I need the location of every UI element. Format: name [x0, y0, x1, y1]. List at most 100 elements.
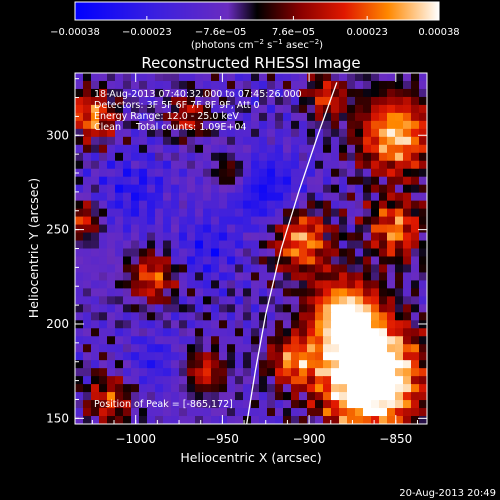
- heatmap-cell: [251, 352, 260, 361]
- heatmap-cell: [195, 200, 204, 210]
- heatmap-cell: [411, 368, 420, 377]
- heatmap-cell: [419, 392, 427, 401]
- heatmap-cell: [243, 304, 252, 313]
- heatmap-cell: [315, 272, 324, 282]
- heatmap-cell: [179, 400, 188, 409]
- heatmap-cell: [371, 256, 380, 266]
- heatmap-cell: [323, 224, 332, 234]
- heatmap-cell: [147, 120, 156, 130]
- heatmap-cell: [403, 336, 412, 345]
- heatmap-cell: [267, 232, 276, 242]
- heatmap-cell: [387, 88, 396, 98]
- heatmap-cell: [275, 88, 284, 98]
- heatmap-cell: [147, 264, 156, 274]
- heatmap-cell: [259, 360, 268, 369]
- heatmap-cell: [75, 368, 84, 377]
- heatmap-cell: [395, 152, 404, 162]
- heatmap-cell: [283, 256, 292, 266]
- heatmap-cell: [363, 352, 372, 361]
- heatmap-cell: [171, 88, 180, 98]
- heatmap-cell: [323, 400, 332, 409]
- heatmap-cell: [211, 216, 220, 226]
- heatmap-cell: [91, 400, 100, 409]
- heatmap-cell: [283, 248, 292, 258]
- heatmap-cell: [339, 376, 348, 385]
- heatmap-cell: [131, 264, 140, 274]
- heatmap-cell: [395, 296, 404, 305]
- heatmap-cell: [243, 288, 252, 297]
- heatmap-cell: [347, 320, 356, 329]
- heatmap-cell: [203, 216, 212, 226]
- heatmap-cell: [323, 80, 332, 90]
- heatmap-cell: [323, 168, 332, 178]
- heatmap-cell: [91, 264, 100, 274]
- heatmap-cell: [179, 128, 188, 138]
- heatmap-cell: [347, 208, 356, 218]
- heatmap-cell: [403, 272, 412, 282]
- heatmap-cell: [355, 240, 364, 250]
- heatmap-cell: [83, 392, 92, 401]
- heatmap-cell: [251, 384, 260, 393]
- heatmap-cell: [139, 416, 148, 424]
- heatmap-cell: [315, 248, 324, 258]
- heatmap-cell: [115, 288, 124, 297]
- heatmap-cell: [379, 272, 388, 282]
- heatmap-cell: [115, 368, 124, 377]
- heatmap-cell: [323, 88, 332, 98]
- heatmap-cell: [243, 296, 252, 305]
- heatmap-cell: [387, 144, 396, 154]
- heatmap-cell: [227, 176, 236, 186]
- heatmap-cell: [331, 336, 340, 345]
- heatmap-cell: [187, 384, 196, 393]
- heatmap-cell: [387, 352, 396, 361]
- heatmap-cell: [267, 104, 276, 114]
- heatmap-cell: [347, 96, 356, 106]
- heatmap-cell: [243, 80, 252, 90]
- heatmap-cell: [107, 192, 116, 202]
- heatmap-cell: [307, 224, 316, 234]
- heatmap-cell: [307, 256, 316, 266]
- heatmap-cell: [139, 168, 148, 178]
- heatmap-cell: [371, 280, 380, 289]
- heatmap-cell: [91, 80, 100, 90]
- colorbar-ticks: −0.00038 −0.00023 −7.6e−05 7.6e−05 0.00023 0.…: [50, 16, 460, 38]
- heatmap-cell: [275, 152, 284, 162]
- heatmap-cell: [315, 152, 324, 162]
- heatmap-cell: [315, 176, 324, 186]
- heatmap-cell: [171, 376, 180, 385]
- heatmap-cell: [171, 192, 180, 202]
- heatmap-cell: [363, 280, 372, 289]
- heatmap-cell: [139, 264, 148, 274]
- heatmap-cell: [235, 296, 244, 305]
- heatmap-cell: [323, 280, 332, 289]
- heatmap-cell: [371, 392, 380, 401]
- heatmap-cell: [363, 208, 372, 218]
- heatmap-cell: [379, 104, 388, 114]
- heatmap-cell: [203, 384, 212, 393]
- heatmap-cell: [291, 360, 300, 369]
- heatmap-cell: [243, 176, 252, 186]
- heatmap-cell: [83, 344, 92, 353]
- heatmap-cell: [83, 120, 92, 130]
- heatmap-cell: [283, 152, 292, 162]
- heatmap-cell: [227, 120, 236, 130]
- heatmap-cell: [131, 376, 140, 385]
- heatmap-cell: [227, 352, 236, 361]
- heatmap-cell: [123, 184, 132, 194]
- heatmap-cell: [155, 336, 164, 345]
- heatmap-cell: [107, 400, 116, 409]
- heatmap-cell: [339, 96, 348, 106]
- heatmap-cell: [411, 376, 420, 385]
- heatmap-cell: [83, 80, 92, 90]
- heatmap-cell: [419, 73, 427, 82]
- heatmap-cell: [379, 224, 388, 234]
- heatmap-cell: [307, 73, 316, 82]
- heatmap-cell: [131, 216, 140, 226]
- heatmap-cell: [99, 408, 108, 417]
- heatmap-cell: [395, 248, 404, 258]
- heatmap-cell: [363, 248, 372, 258]
- heatmap-cell: [219, 368, 228, 377]
- heatmap-cell: [395, 400, 404, 409]
- heatmap-cell: [323, 256, 332, 266]
- heatmap-cell: [195, 304, 204, 313]
